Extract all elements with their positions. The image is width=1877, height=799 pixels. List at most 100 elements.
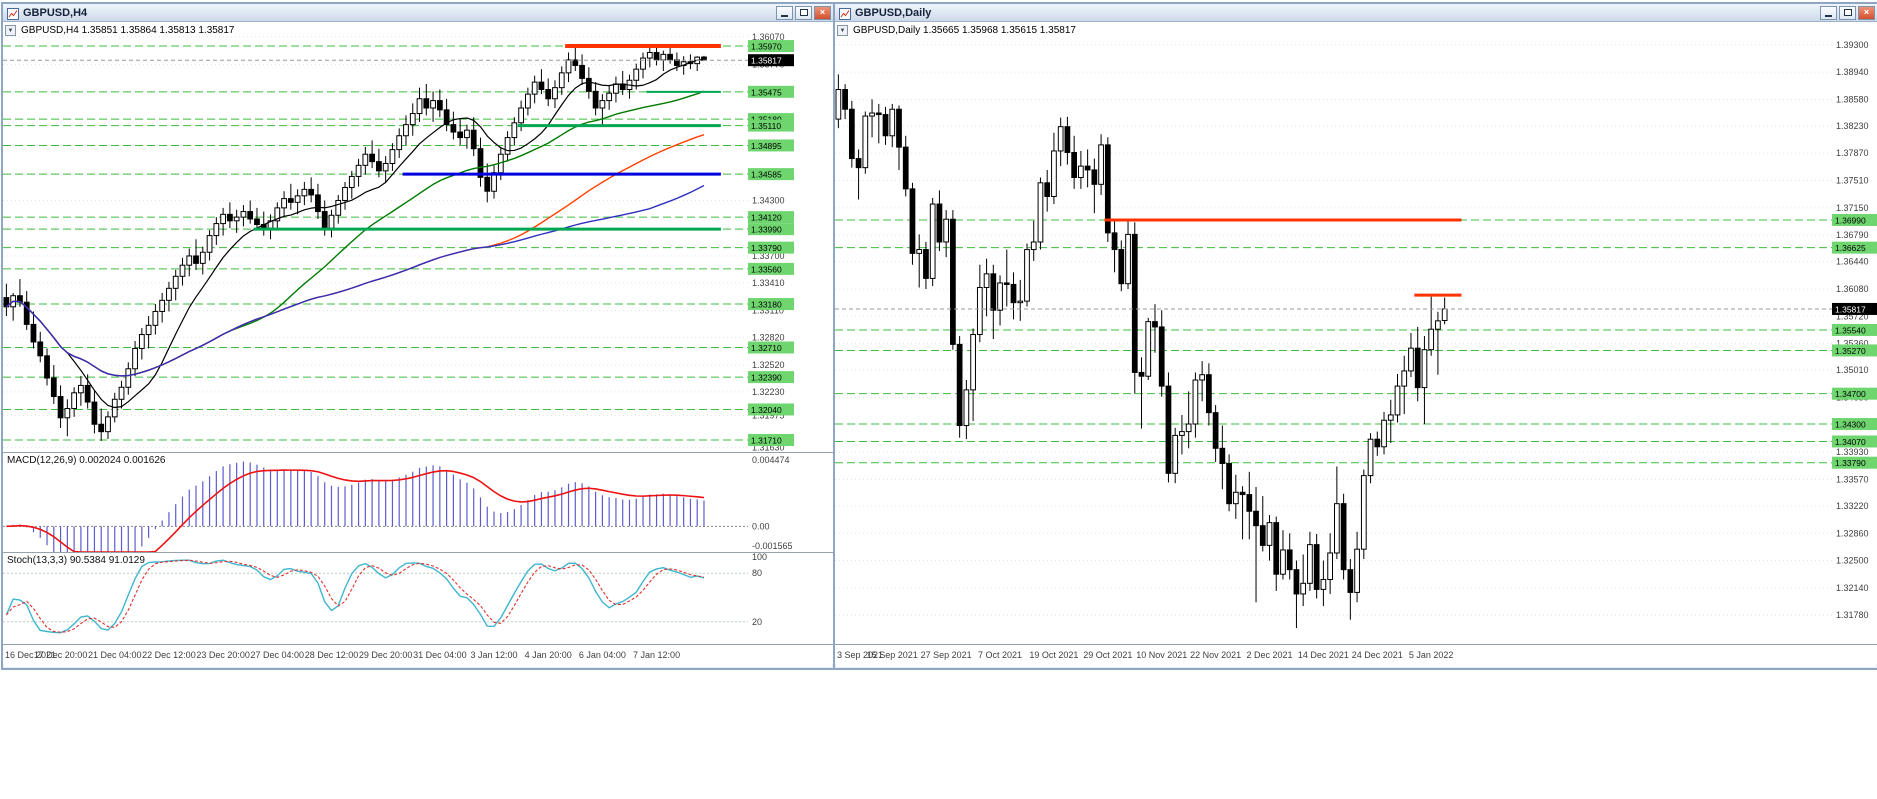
- price-tag: 1.35817: [1832, 302, 1877, 315]
- macd-histogram: [12, 461, 705, 552]
- h4-macd-svg: 0.004474 0.00 -0.001565: [3, 455, 793, 552]
- level-price-tags: 1.359701.354751.351801.351101.348951.345…: [748, 40, 794, 446]
- titlebar-h4[interactable]: GBPUSD,H4 ×: [3, 4, 833, 22]
- svg-text:1.32040: 1.32040: [751, 405, 782, 415]
- window-title: GBPUSD,Daily: [855, 6, 932, 19]
- svg-text:1.37150: 1.37150: [1836, 203, 1869, 213]
- minimize-button[interactable]: [776, 5, 793, 20]
- price-tag: 1.34700: [1832, 387, 1877, 400]
- svg-text:3 Sep 2021: 3 Sep 2021: [837, 650, 883, 660]
- svg-text:0.004474: 0.004474: [752, 455, 790, 465]
- svg-text:6 Jan 04:00: 6 Jan 04:00: [579, 650, 626, 660]
- svg-text:19 Oct 2021: 19 Oct 2021: [1029, 650, 1078, 660]
- minimize-icon: [1825, 14, 1832, 17]
- svg-text:1.34300: 1.34300: [1835, 420, 1866, 430]
- svg-text:1.33220: 1.33220: [1836, 501, 1869, 511]
- svg-text:14 Dec 2021: 14 Dec 2021: [1298, 650, 1349, 660]
- svg-text:1.33110: 1.33110: [752, 306, 784, 316]
- svg-text:27 Dec 04:00: 27 Dec 04:00: [251, 650, 305, 660]
- svg-text:10 Nov 2021: 10 Nov 2021: [1136, 650, 1187, 660]
- collapse-arrow-icon[interactable]: ▼: [5, 25, 16, 36]
- svg-text:15 Sep 2021: 15 Sep 2021: [867, 650, 918, 660]
- svg-text:1.32390: 1.32390: [751, 373, 782, 383]
- svg-text:1.34120: 1.34120: [751, 213, 782, 223]
- svg-text:1.36990: 1.36990: [1835, 215, 1866, 225]
- support-resistance-dashed-lines: [835, 219, 1832, 464]
- minimize-button[interactable]: [1820, 5, 1837, 20]
- moving-average-lines: [5, 58, 705, 409]
- collapse-arrow-icon[interactable]: ▼: [837, 25, 848, 36]
- price-tag: 1.33990: [748, 223, 794, 236]
- price-tag: 1.35475: [748, 85, 794, 98]
- main-chart-pane-daily[interactable]: ▼ GBPUSD,Daily 1.35665 1.35968 1.35615 1…: [835, 22, 1877, 644]
- price-tag: 1.31710: [748, 433, 794, 446]
- svg-text:5 Jan 2022: 5 Jan 2022: [1409, 650, 1454, 660]
- svg-text:1.35720: 1.35720: [1836, 311, 1869, 321]
- svg-text:7 Jan 12:00: 7 Jan 12:00: [633, 650, 680, 660]
- svg-text:1.33790: 1.33790: [1835, 458, 1866, 468]
- window-controls: ×: [774, 5, 831, 20]
- macd-signal-line: [6, 469, 705, 552]
- close-button[interactable]: ×: [1858, 5, 1875, 20]
- svg-text:1.34895: 1.34895: [751, 141, 782, 151]
- chart-client-daily: ▼ GBPUSD,Daily 1.35665 1.35968 1.35615 1…: [835, 22, 1877, 664]
- svg-text:24 Dec 2021: 24 Dec 2021: [1352, 650, 1403, 660]
- svg-text:1.34585: 1.34585: [751, 170, 782, 180]
- macd-pane-h4[interactable]: MACD(12,26,9) 0.002024 0.001626 0.004474…: [3, 452, 833, 552]
- stochastic-pane-h4[interactable]: Stoch(13,3,3) 90.5384 91.0129 100 80 20: [3, 552, 833, 644]
- svg-text:1.32860: 1.32860: [1836, 528, 1869, 538]
- price-tag: 1.33180: [748, 298, 794, 311]
- svg-text:1.33990: 1.33990: [751, 225, 782, 235]
- time-axis-h4[interactable]: 16 Dec 2021 17 Dec 20:00 21 Dec 04:00 22 De…: [3, 644, 833, 664]
- chart-window-gbpusd-h4: GBPUSD,H4 × ▼ GBPUSD,H4 1.35851 1.35864 …: [1, 2, 835, 670]
- window-title: GBPUSD,H4: [23, 6, 88, 19]
- price-tag: 1.34070: [1832, 435, 1877, 448]
- candles: [3, 45, 707, 441]
- svg-text:28 Dec 12:00: 28 Dec 12:00: [305, 650, 359, 660]
- titlebar-daily[interactable]: GBPUSD,Daily ×: [835, 4, 1877, 22]
- price-tag: 1.34120: [748, 211, 794, 224]
- time-axis-daily[interactable]: 3 Sep 2021 15 Sep 2021 27 Sep 2021 7 Oct 20…: [835, 644, 1877, 664]
- quote-header-daily: GBPUSD,Daily 1.35665 1.35968 1.35615 1.3…: [853, 25, 1076, 36]
- restore-icon: [1843, 9, 1852, 16]
- price-tag: 1.32710: [748, 341, 794, 354]
- svg-text:1.36080: 1.36080: [1836, 284, 1869, 294]
- price-tag: 1.34895: [748, 139, 794, 152]
- svg-text:1.33180: 1.33180: [751, 300, 782, 310]
- svg-text:1.35817: 1.35817: [751, 56, 782, 66]
- quote-header-h4: GBPUSD,H4 1.35851 1.35864 1.35813 1.3581…: [21, 25, 235, 36]
- price-tag: 1.35540: [1832, 323, 1877, 336]
- h4-main-svg: 1.360701.357701.354801.351801.348901.345…: [3, 32, 794, 452]
- svg-text:1.35970: 1.35970: [751, 42, 782, 52]
- level-segments: [1104, 218, 1462, 297]
- svg-text:4 Jan 20:00: 4 Jan 20:00: [525, 650, 572, 660]
- restore-button[interactable]: [795, 5, 812, 20]
- svg-text:1.36440: 1.36440: [1836, 257, 1869, 267]
- restore-button[interactable]: [1839, 5, 1856, 20]
- close-button[interactable]: ×: [814, 5, 831, 20]
- svg-text:22 Nov 2021: 22 Nov 2021: [1190, 650, 1241, 660]
- svg-text:17 Dec 20:00: 17 Dec 20:00: [34, 650, 88, 660]
- price-tag: 1.35110: [748, 119, 794, 132]
- svg-text:1.35270: 1.35270: [1835, 346, 1866, 356]
- svg-text:1.31975: 1.31975: [752, 410, 785, 420]
- svg-text:1.37510: 1.37510: [1836, 176, 1869, 186]
- chart-client-h4: ▼ GBPUSD,H4 1.35851 1.35864 1.35813 1.35…: [3, 22, 833, 664]
- svg-text:1.32500: 1.32500: [1836, 556, 1869, 566]
- price-tag: 1.33560: [748, 262, 794, 275]
- svg-text:1.32520: 1.32520: [752, 360, 785, 370]
- svg-text:1.33570: 1.33570: [1836, 474, 1869, 484]
- svg-text:1.31630: 1.31630: [752, 442, 785, 452]
- daily-main-svg: 1.39300 1.38940 1.38580 1.38230 1.37870 1.375…: [835, 40, 1877, 629]
- svg-text:1.32710: 1.32710: [751, 343, 782, 353]
- svg-text:1.32820: 1.32820: [752, 332, 785, 342]
- svg-text:1.33410: 1.33410: [752, 278, 785, 288]
- svg-text:23 Dec 20:00: 23 Dec 20:00: [196, 650, 250, 660]
- main-chart-pane-h4[interactable]: ▼ GBPUSD,H4 1.35851 1.35864 1.35813 1.35…: [3, 22, 833, 452]
- level-price-tags: 1.36990 1.36625 1.35540 1.35270 1.34700 1.343…: [1832, 213, 1877, 469]
- h4-stoch-svg: 100 80 20: [3, 553, 767, 634]
